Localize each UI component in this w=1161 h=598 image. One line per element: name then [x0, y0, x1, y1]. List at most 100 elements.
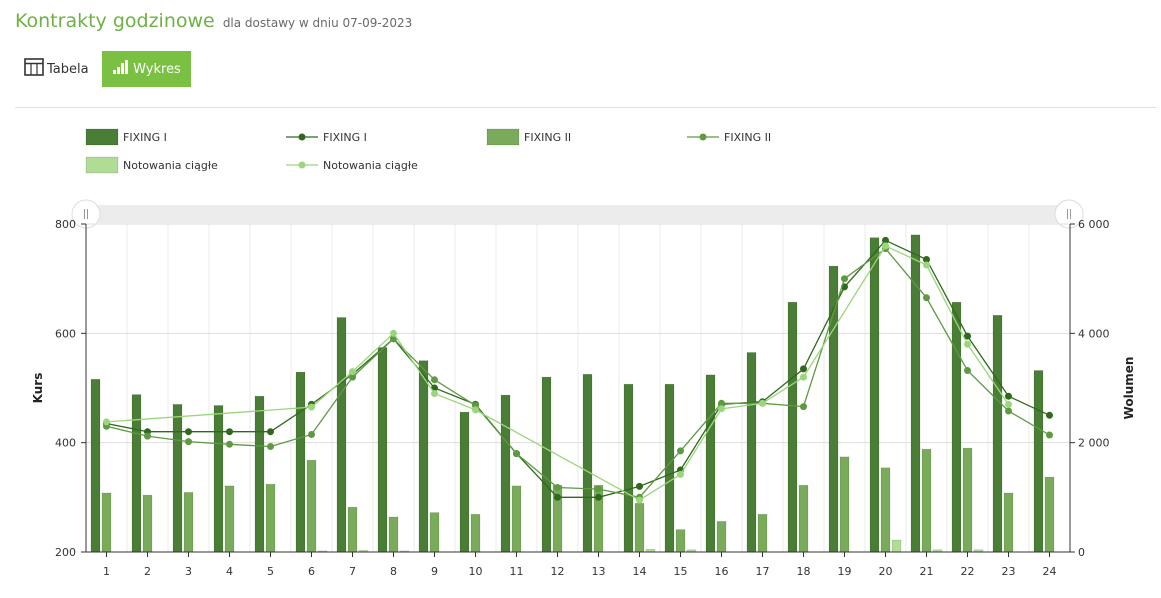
bar-fixing-i-h12[interactable]: [541, 376, 552, 553]
bar-fixing-i-h10[interactable]: [459, 411, 470, 553]
bar-fixing-i-h21[interactable]: [910, 234, 921, 553]
legend-item-5[interactable]: Notowania ciągłe: [85, 156, 218, 174]
point-fixing-ii-h5[interactable]: [267, 443, 274, 450]
bar-fixing-ii-h9[interactable]: [429, 512, 440, 553]
navigator-right-handle[interactable]: [1054, 199, 1084, 229]
bar-fixing-ii-h5[interactable]: [265, 483, 276, 553]
bar-fixing-ii-h4[interactable]: [224, 485, 235, 553]
bar-fixing-i-h22[interactable]: [951, 301, 962, 553]
point-fixing-i-h14[interactable]: [636, 482, 643, 490]
point-fixing-i-h24[interactable]: [1046, 411, 1053, 419]
point-notowania-ciągłe-h22[interactable]: [964, 340, 971, 348]
tab-chart[interactable]: Wykres: [102, 51, 191, 87]
bar-fixing-i-h16[interactable]: [705, 374, 716, 553]
bar-fixing-i-h20[interactable]: [869, 237, 880, 553]
point-fixing-ii-h6[interactable]: [308, 431, 315, 438]
point-fixing-ii-h7[interactable]: [349, 373, 356, 381]
point-notowania-ciągłe-h9[interactable]: [431, 390, 438, 397]
bar-fixing-ii-h16[interactable]: [716, 521, 727, 553]
navigator-track[interactable]: [86, 205, 1070, 223]
point-fixing-ii-h11[interactable]: [513, 450, 520, 458]
bar-fixing-ii-h22[interactable]: [962, 447, 973, 553]
bar-fixing-i-h13[interactable]: [582, 373, 593, 553]
point-notowania-ciągłe-h7[interactable]: [349, 368, 356, 376]
bar-fixing-ii-h17[interactable]: [757, 513, 768, 553]
point-notowania-ciągłe-h14[interactable]: [636, 496, 643, 504]
bar-notowania-ciągłe-h20[interactable]: [891, 539, 902, 553]
bar-fixing-i-h17[interactable]: [746, 352, 757, 553]
bar-fixing-ii-h21[interactable]: [921, 448, 932, 553]
point-fixing-ii-h19[interactable]: [841, 275, 848, 283]
bar-fixing-ii-h11[interactable]: [511, 485, 522, 553]
point-fixing-i-h20[interactable]: [882, 236, 889, 244]
point-fixing-ii-h23[interactable]: [1005, 407, 1012, 415]
point-notowania-ciągłe-h1[interactable]: [103, 418, 110, 426]
point-fixing-ii-h3[interactable]: [185, 438, 192, 446]
bar-fixing-ii-h6[interactable]: [306, 459, 317, 553]
point-fixing-ii-h15[interactable]: [677, 447, 684, 455]
point-fixing-ii-h4[interactable]: [226, 440, 233, 448]
bar-fixing-i-h23[interactable]: [992, 315, 1003, 553]
point-notowania-ciągłe-h15[interactable]: [677, 470, 684, 478]
point-notowania-ciągłe-h8[interactable]: [390, 329, 397, 337]
bar-fixing-ii-h8[interactable]: [388, 516, 399, 553]
tab-table[interactable]: Tabela: [24, 51, 89, 87]
bar-fixing-i-h6[interactable]: [295, 371, 306, 553]
bar-fixing-ii-h19[interactable]: [839, 456, 850, 553]
point-fixing-i-h23[interactable]: [1005, 392, 1012, 400]
bar-fixing-ii-h1[interactable]: [101, 492, 112, 553]
legend-item-6[interactable]: Notowania ciągłe: [286, 159, 418, 172]
bar-fixing-i-h8[interactable]: [377, 347, 388, 553]
bar-fixing-i-h15[interactable]: [664, 383, 675, 553]
point-notowania-ciągłe-h20[interactable]: [882, 242, 889, 250]
legend-item-1[interactable]: FIXING I: [85, 128, 167, 146]
point-fixing-ii-h2[interactable]: [144, 432, 151, 440]
point-fixing-i-h12[interactable]: [554, 493, 561, 501]
bar-fixing-ii-h20[interactable]: [880, 467, 891, 553]
bar-fixing-ii-h10[interactable]: [470, 513, 481, 553]
bar-fixing-ii-h2[interactable]: [142, 494, 153, 553]
bar-fixing-i-h7[interactable]: [336, 317, 347, 553]
bar-fixing-i-h14[interactable]: [623, 383, 634, 553]
legend-item-3[interactable]: FIXING II: [486, 128, 571, 146]
point-notowania-ciągłe-h17[interactable]: [759, 399, 766, 407]
bar-fixing-ii-h24[interactable]: [1044, 476, 1055, 553]
bar-fixing-i-h5[interactable]: [254, 395, 265, 553]
point-fixing-ii-h13[interactable]: [595, 485, 602, 493]
point-notowania-ciągłe-h10[interactable]: [472, 406, 479, 414]
point-fixing-ii-h24[interactable]: [1046, 431, 1053, 439]
point-notowania-ciągłe-h23[interactable]: [1005, 400, 1012, 408]
bar-fixing-ii-h15[interactable]: [675, 529, 686, 553]
point-fixing-i-h18[interactable]: [800, 365, 807, 373]
point-notowania-ciągłe-h18[interactable]: [800, 373, 807, 381]
legend-item-4[interactable]: FIXING II: [687, 131, 771, 144]
bar-fixing-ii-h7[interactable]: [347, 506, 358, 553]
bar-fixing-i-h1[interactable]: [90, 378, 101, 553]
point-fixing-i-h21[interactable]: [923, 256, 930, 263]
bar-fixing-ii-h14[interactable]: [634, 502, 645, 553]
bar-fixing-i-h9[interactable]: [418, 360, 429, 553]
point-notowania-ciągłe-h6[interactable]: [308, 403, 315, 411]
point-fixing-ii-h9[interactable]: [431, 376, 438, 384]
bar-fixing-ii-h23[interactable]: [1003, 492, 1014, 553]
point-fixing-i-h3[interactable]: [185, 428, 192, 436]
point-fixing-i-h13[interactable]: [595, 493, 602, 501]
point-fixing-i-h9[interactable]: [431, 384, 438, 392]
point-notowania-ciągłe-h16[interactable]: [718, 405, 725, 413]
bar-fixing-i-h2[interactable]: [131, 394, 142, 553]
point-fixing-i-h5[interactable]: [267, 428, 274, 436]
point-fixing-ii-h12[interactable]: [554, 484, 561, 491]
point-notowania-ciągłe-h21[interactable]: [923, 261, 930, 269]
bar-fixing-ii-h18[interactable]: [798, 484, 809, 553]
point-fixing-ii-h8[interactable]: [390, 335, 397, 343]
point-fixing-i-h22[interactable]: [964, 332, 971, 340]
point-fixing-ii-h21[interactable]: [923, 294, 930, 302]
bar-fixing-ii-h3[interactable]: [183, 492, 194, 553]
point-fixing-ii-h18[interactable]: [800, 403, 807, 411]
bar-fixing-i-h11[interactable]: [500, 394, 511, 553]
point-fixing-ii-h16[interactable]: [718, 399, 725, 407]
bar-fixing-i-h24[interactable]: [1033, 370, 1044, 553]
legend-item-2[interactable]: FIXING I: [286, 131, 367, 144]
point-fixing-i-h4[interactable]: [226, 428, 233, 436]
bar-fixing-i-h4[interactable]: [213, 405, 224, 553]
